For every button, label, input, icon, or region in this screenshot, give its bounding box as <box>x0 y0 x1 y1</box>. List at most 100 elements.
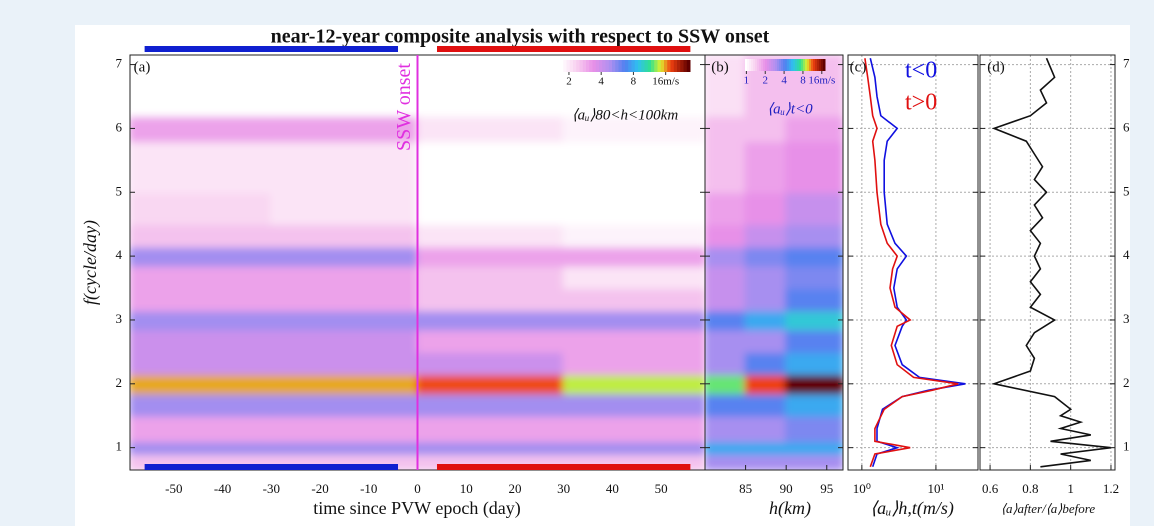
heatmap-cell <box>416 55 565 117</box>
x-tick-label: 90 <box>780 481 793 496</box>
heatmap-cell <box>785 114 843 143</box>
heatmap-cell <box>416 373 565 395</box>
x-tick-label: -40 <box>214 481 231 496</box>
heatmap-cell <box>744 245 788 267</box>
heatmap-cell <box>705 264 747 290</box>
colorbar-swatch <box>576 60 580 72</box>
panel-label: (a) <box>134 59 151 75</box>
heatmap-cell <box>705 140 747 194</box>
colorbar-swatch <box>789 59 792 71</box>
colorbar-swatch <box>793 59 796 71</box>
colorbar-swatch <box>761 59 764 71</box>
colorbar-swatch <box>647 60 652 72</box>
y-tick-label: 5 <box>1123 183 1130 198</box>
heatmap-cell <box>705 114 747 143</box>
heatmap-cell <box>705 223 747 248</box>
heatmap-cell <box>562 414 705 443</box>
colorbar-swatch <box>787 59 790 71</box>
colorbar-swatch <box>765 59 768 71</box>
colorbar-swatch <box>673 60 678 72</box>
panel-label: (c) <box>850 59 867 75</box>
heatmap-cell <box>562 328 705 353</box>
colorbar-swatch <box>759 59 762 71</box>
x-tick-label: 10 <box>460 481 473 496</box>
heatmap-cell <box>416 440 565 456</box>
colorbar-swatch <box>563 60 567 72</box>
colorbar-swatch <box>749 59 752 71</box>
y-tick-label: 6 <box>1123 119 1130 134</box>
heatmap-cell <box>130 414 273 443</box>
heatmap-cell <box>785 392 843 417</box>
y-tick-label: 7 <box>116 56 123 71</box>
colorbar-swatch <box>751 59 754 71</box>
heatmap-cell <box>744 440 788 456</box>
colorbar-swatch <box>755 59 758 71</box>
heatmap-cell <box>744 350 788 376</box>
heatmap-cell <box>562 114 705 143</box>
x-axis-label: time since PVW epoch (day) <box>313 498 521 519</box>
heatmap-cell <box>416 223 565 248</box>
heatmap-cell <box>705 287 747 312</box>
colorbar-swatch <box>823 59 826 71</box>
heatmap-cell <box>562 350 705 376</box>
colorbar-swatch <box>625 60 629 72</box>
heatmap-cell <box>744 191 788 226</box>
data-line <box>991 57 1112 468</box>
y-tick-label: 4 <box>1123 247 1130 262</box>
heatmap-cell <box>270 328 419 353</box>
heatmap-cell <box>270 414 419 443</box>
y-tick-label: 1 <box>1123 439 1130 454</box>
panel-frame <box>979 54 1116 471</box>
heatmap-cell <box>562 373 705 395</box>
heatmap-cell <box>562 140 705 194</box>
heatmap-cell <box>705 453 747 470</box>
heatmap-cells <box>705 55 843 470</box>
colorbar-swatch <box>801 59 804 71</box>
colorbar-swatch <box>779 59 782 71</box>
colorbar-tick-label: 8 <box>800 75 806 87</box>
heatmap-cell <box>562 191 705 226</box>
colorbar-swatch <box>599 60 603 72</box>
heatmap-cell <box>744 287 788 312</box>
colorbar-swatch <box>763 59 766 71</box>
heatmap-cell <box>130 350 273 376</box>
colorbar-swatch <box>621 60 626 72</box>
heatmap-cell <box>416 191 565 226</box>
colorbar-tick-label: 16m/s <box>652 76 679 88</box>
heatmap-cell <box>130 140 273 194</box>
heatmap-cell <box>705 414 747 443</box>
x-tick-label: 50 <box>655 481 668 496</box>
colorbar-swatch <box>670 60 675 72</box>
colorbar-tick-label: 16m/s <box>808 75 835 87</box>
heatmap-cell <box>416 140 565 194</box>
heatmap-cell <box>705 392 747 417</box>
colorbar-swatch <box>783 59 786 71</box>
heatmap-cell <box>785 373 843 395</box>
x-tick-label: 10⁰ <box>853 481 871 496</box>
heatmap-cell <box>562 264 705 290</box>
colorbar-swatch <box>634 60 639 72</box>
colorbar-swatch <box>667 60 671 72</box>
heatmap-cell <box>562 245 705 267</box>
y-tick-label: 2 <box>1123 375 1130 390</box>
colorbar-swatch <box>807 59 810 71</box>
heatmap-cell <box>705 55 747 117</box>
x-tick-label: -10 <box>360 481 377 496</box>
colorbar-swatch <box>747 59 750 71</box>
heatmap-cell <box>744 328 788 353</box>
heatmap-cell <box>785 350 843 376</box>
x-tick-label: 0 <box>414 481 421 496</box>
panel-label: (d) <box>987 59 1005 75</box>
colorbar-swatch <box>605 60 610 72</box>
x-tick-label: 0.8 <box>1022 481 1038 496</box>
colorbar-swatch <box>595 60 600 72</box>
y-tick-label: 3 <box>116 311 123 326</box>
x-tick-label: 20 <box>508 481 521 496</box>
heatmap-cell <box>270 440 419 456</box>
heatmap-cell <box>130 55 273 117</box>
heatmap-cell <box>785 140 843 194</box>
x-tick-label: -20 <box>311 481 328 496</box>
heatmap-cell <box>705 440 747 456</box>
x-tick-label: 10¹ <box>927 481 944 496</box>
heatmap-cell <box>705 191 747 226</box>
